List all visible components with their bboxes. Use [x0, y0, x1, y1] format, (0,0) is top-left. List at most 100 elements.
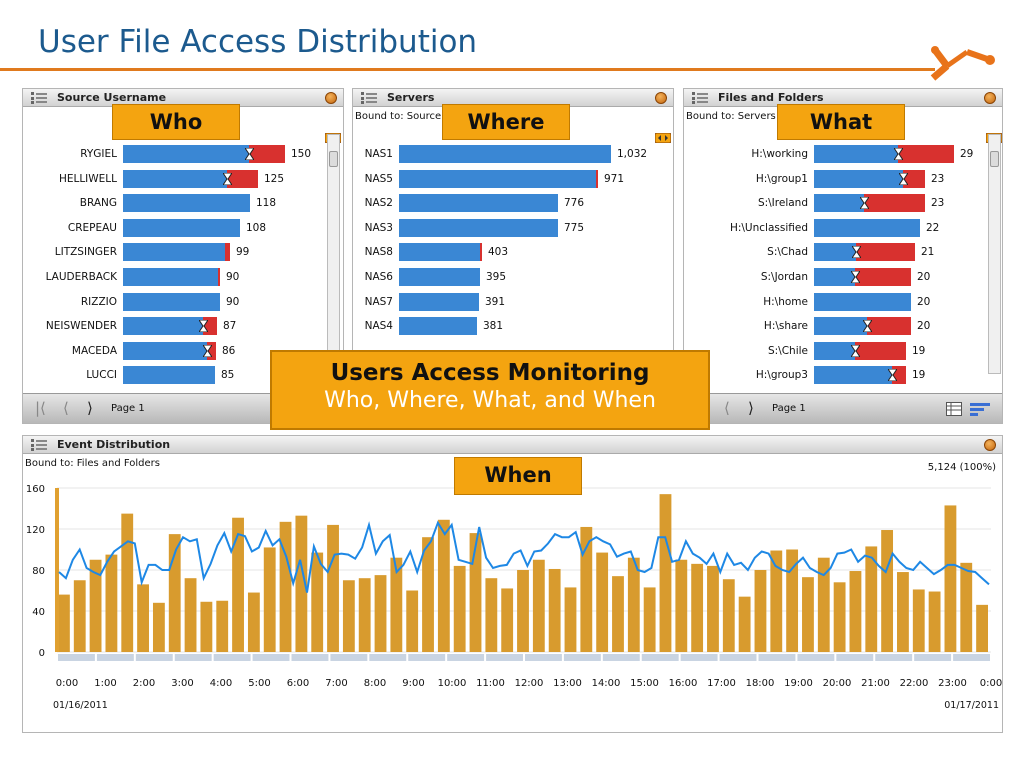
- item-label: NAS6: [364, 271, 393, 283]
- list-item[interactable]: RIZZIO 90: [23, 292, 323, 311]
- list-item[interactable]: RYGIEL 150: [23, 145, 323, 163]
- prev-page-icon[interactable]: ⟨: [63, 399, 69, 417]
- time-segment: [486, 654, 523, 661]
- list-item[interactable]: NAS1 1,032: [353, 145, 653, 163]
- list-item[interactable]: NAS8 403: [353, 243, 653, 262]
- list-item[interactable]: S:\Jordan 20: [684, 268, 984, 286]
- panel-title: Event Distribution: [57, 438, 171, 451]
- value-bar: [814, 341, 855, 360]
- chart-bar: [897, 572, 909, 652]
- close-icon[interactable]: [984, 439, 996, 451]
- table-view-icon[interactable]: [946, 402, 962, 416]
- list-menu-icon[interactable]: [361, 92, 379, 104]
- prev-page-icon[interactable]: ⟨: [724, 399, 730, 417]
- list-item[interactable]: NAS5 971: [353, 169, 653, 188]
- list-item[interactable]: NAS6 395: [353, 268, 653, 286]
- close-icon[interactable]: [984, 92, 996, 104]
- value-bar: [399, 243, 480, 262]
- item-label: NAS3: [364, 221, 393, 234]
- time-segment: [213, 654, 251, 661]
- list-item[interactable]: LAUDERBACK 90: [23, 268, 323, 286]
- hourglass-icon: [888, 369, 897, 382]
- list-item[interactable]: H:\group3 19: [684, 366, 984, 385]
- chart-bar: [453, 565, 466, 652]
- alert-bar: [867, 317, 911, 336]
- y-tick-label: 80: [32, 566, 45, 577]
- chart-bar: [596, 552, 609, 652]
- list-item[interactable]: S:\Chile 19: [684, 341, 984, 360]
- chart-bar: [469, 533, 482, 652]
- scrollbar-thumb[interactable]: [329, 151, 338, 167]
- scrollbar-thumb[interactable]: [990, 151, 999, 167]
- chart-bar: [295, 515, 308, 652]
- list-item[interactable]: NAS4 381: [353, 317, 653, 336]
- time-segment: [58, 654, 95, 661]
- item-label: H:\group1: [755, 172, 808, 185]
- chart-bar: [422, 537, 434, 652]
- item-value: 20: [917, 295, 931, 308]
- date-start-label: 01/16/2011: [53, 700, 108, 711]
- list-menu-icon[interactable]: [31, 92, 49, 104]
- where-tag: Where: [442, 104, 570, 140]
- panel-title: Source Username: [57, 91, 167, 104]
- alert-bar: [864, 194, 925, 213]
- value-bar: [814, 194, 864, 213]
- list-item[interactable]: NEISWENDER 87: [23, 317, 323, 336]
- list-item[interactable]: MACEDA 86: [23, 341, 323, 360]
- list-item[interactable]: LUCCI 85: [23, 366, 323, 385]
- item-value: 971: [604, 172, 625, 185]
- list-item[interactable]: S:\Chad 21: [684, 243, 984, 262]
- item-value: 99: [236, 246, 250, 259]
- expand-icon[interactable]: [655, 133, 671, 143]
- list-item[interactable]: H:\working 29: [684, 145, 984, 163]
- chart-bar: [152, 602, 165, 652]
- list-menu-icon[interactable]: [31, 439, 49, 451]
- files-folders-panel: Files and Folders Bound to: Servers H:\w…: [683, 88, 1003, 424]
- value-bar: [399, 268, 480, 286]
- next-page-icon[interactable]: ⟩: [748, 399, 754, 417]
- chart-bar: [849, 571, 862, 652]
- chart-bar: [944, 505, 957, 652]
- list-item[interactable]: H:\home 20: [684, 292, 984, 311]
- time-segment: [252, 654, 290, 661]
- item-label: S:\Ireland: [757, 197, 808, 210]
- alert-bar: [480, 243, 482, 262]
- monitoring-callout: Users Access Monitoring Who, Where, What…: [270, 350, 710, 430]
- list-item[interactable]: H:\group1 23: [684, 169, 984, 188]
- scrollbar[interactable]: [327, 134, 340, 359]
- close-icon[interactable]: [655, 92, 667, 104]
- time-segment: [135, 654, 173, 661]
- list-item[interactable]: BRANG 118: [23, 194, 323, 213]
- chart-bar: [89, 559, 102, 652]
- item-value: 90: [226, 271, 240, 283]
- list-menu-icon[interactable]: [692, 92, 710, 104]
- when-tag: When: [454, 457, 582, 495]
- next-page-icon[interactable]: ⟩: [87, 399, 93, 417]
- date-end-label: 01/17/2011: [944, 700, 999, 711]
- list-item[interactable]: LITZSINGER 99: [23, 243, 323, 262]
- chart-bar: [548, 568, 561, 652]
- list-item[interactable]: S:\Ireland 23: [684, 194, 984, 213]
- list-item[interactable]: NAS3 775: [353, 218, 653, 237]
- time-segment: [758, 654, 796, 661]
- first-page-icon[interactable]: |⟨: [35, 399, 46, 417]
- time-segment: [330, 654, 368, 661]
- item-value: 150: [291, 148, 312, 160]
- close-icon[interactable]: [325, 92, 337, 104]
- item-value: 381: [483, 320, 504, 333]
- bound-to-label: Bound to: Files and Folders: [25, 458, 160, 469]
- time-segment: [447, 654, 485, 661]
- list-item[interactable]: NAS2 776: [353, 194, 653, 213]
- time-segment: [719, 654, 757, 661]
- list-item[interactable]: NAS7 391: [353, 292, 653, 311]
- list-item[interactable]: H:\Unclassified 22: [684, 218, 984, 237]
- hourglass-icon: [863, 320, 872, 333]
- chart-bar: [406, 590, 419, 652]
- scrollbar[interactable]: [988, 134, 1001, 374]
- list-item[interactable]: HELLIWELL 125: [23, 169, 323, 188]
- bar-view-icon[interactable]: [970, 402, 990, 416]
- chart-bar: [865, 546, 878, 652]
- list-item[interactable]: H:\share 20: [684, 317, 984, 336]
- list-item[interactable]: CREPEAU 108: [23, 218, 323, 237]
- item-label: LAUDERBACK: [45, 271, 117, 283]
